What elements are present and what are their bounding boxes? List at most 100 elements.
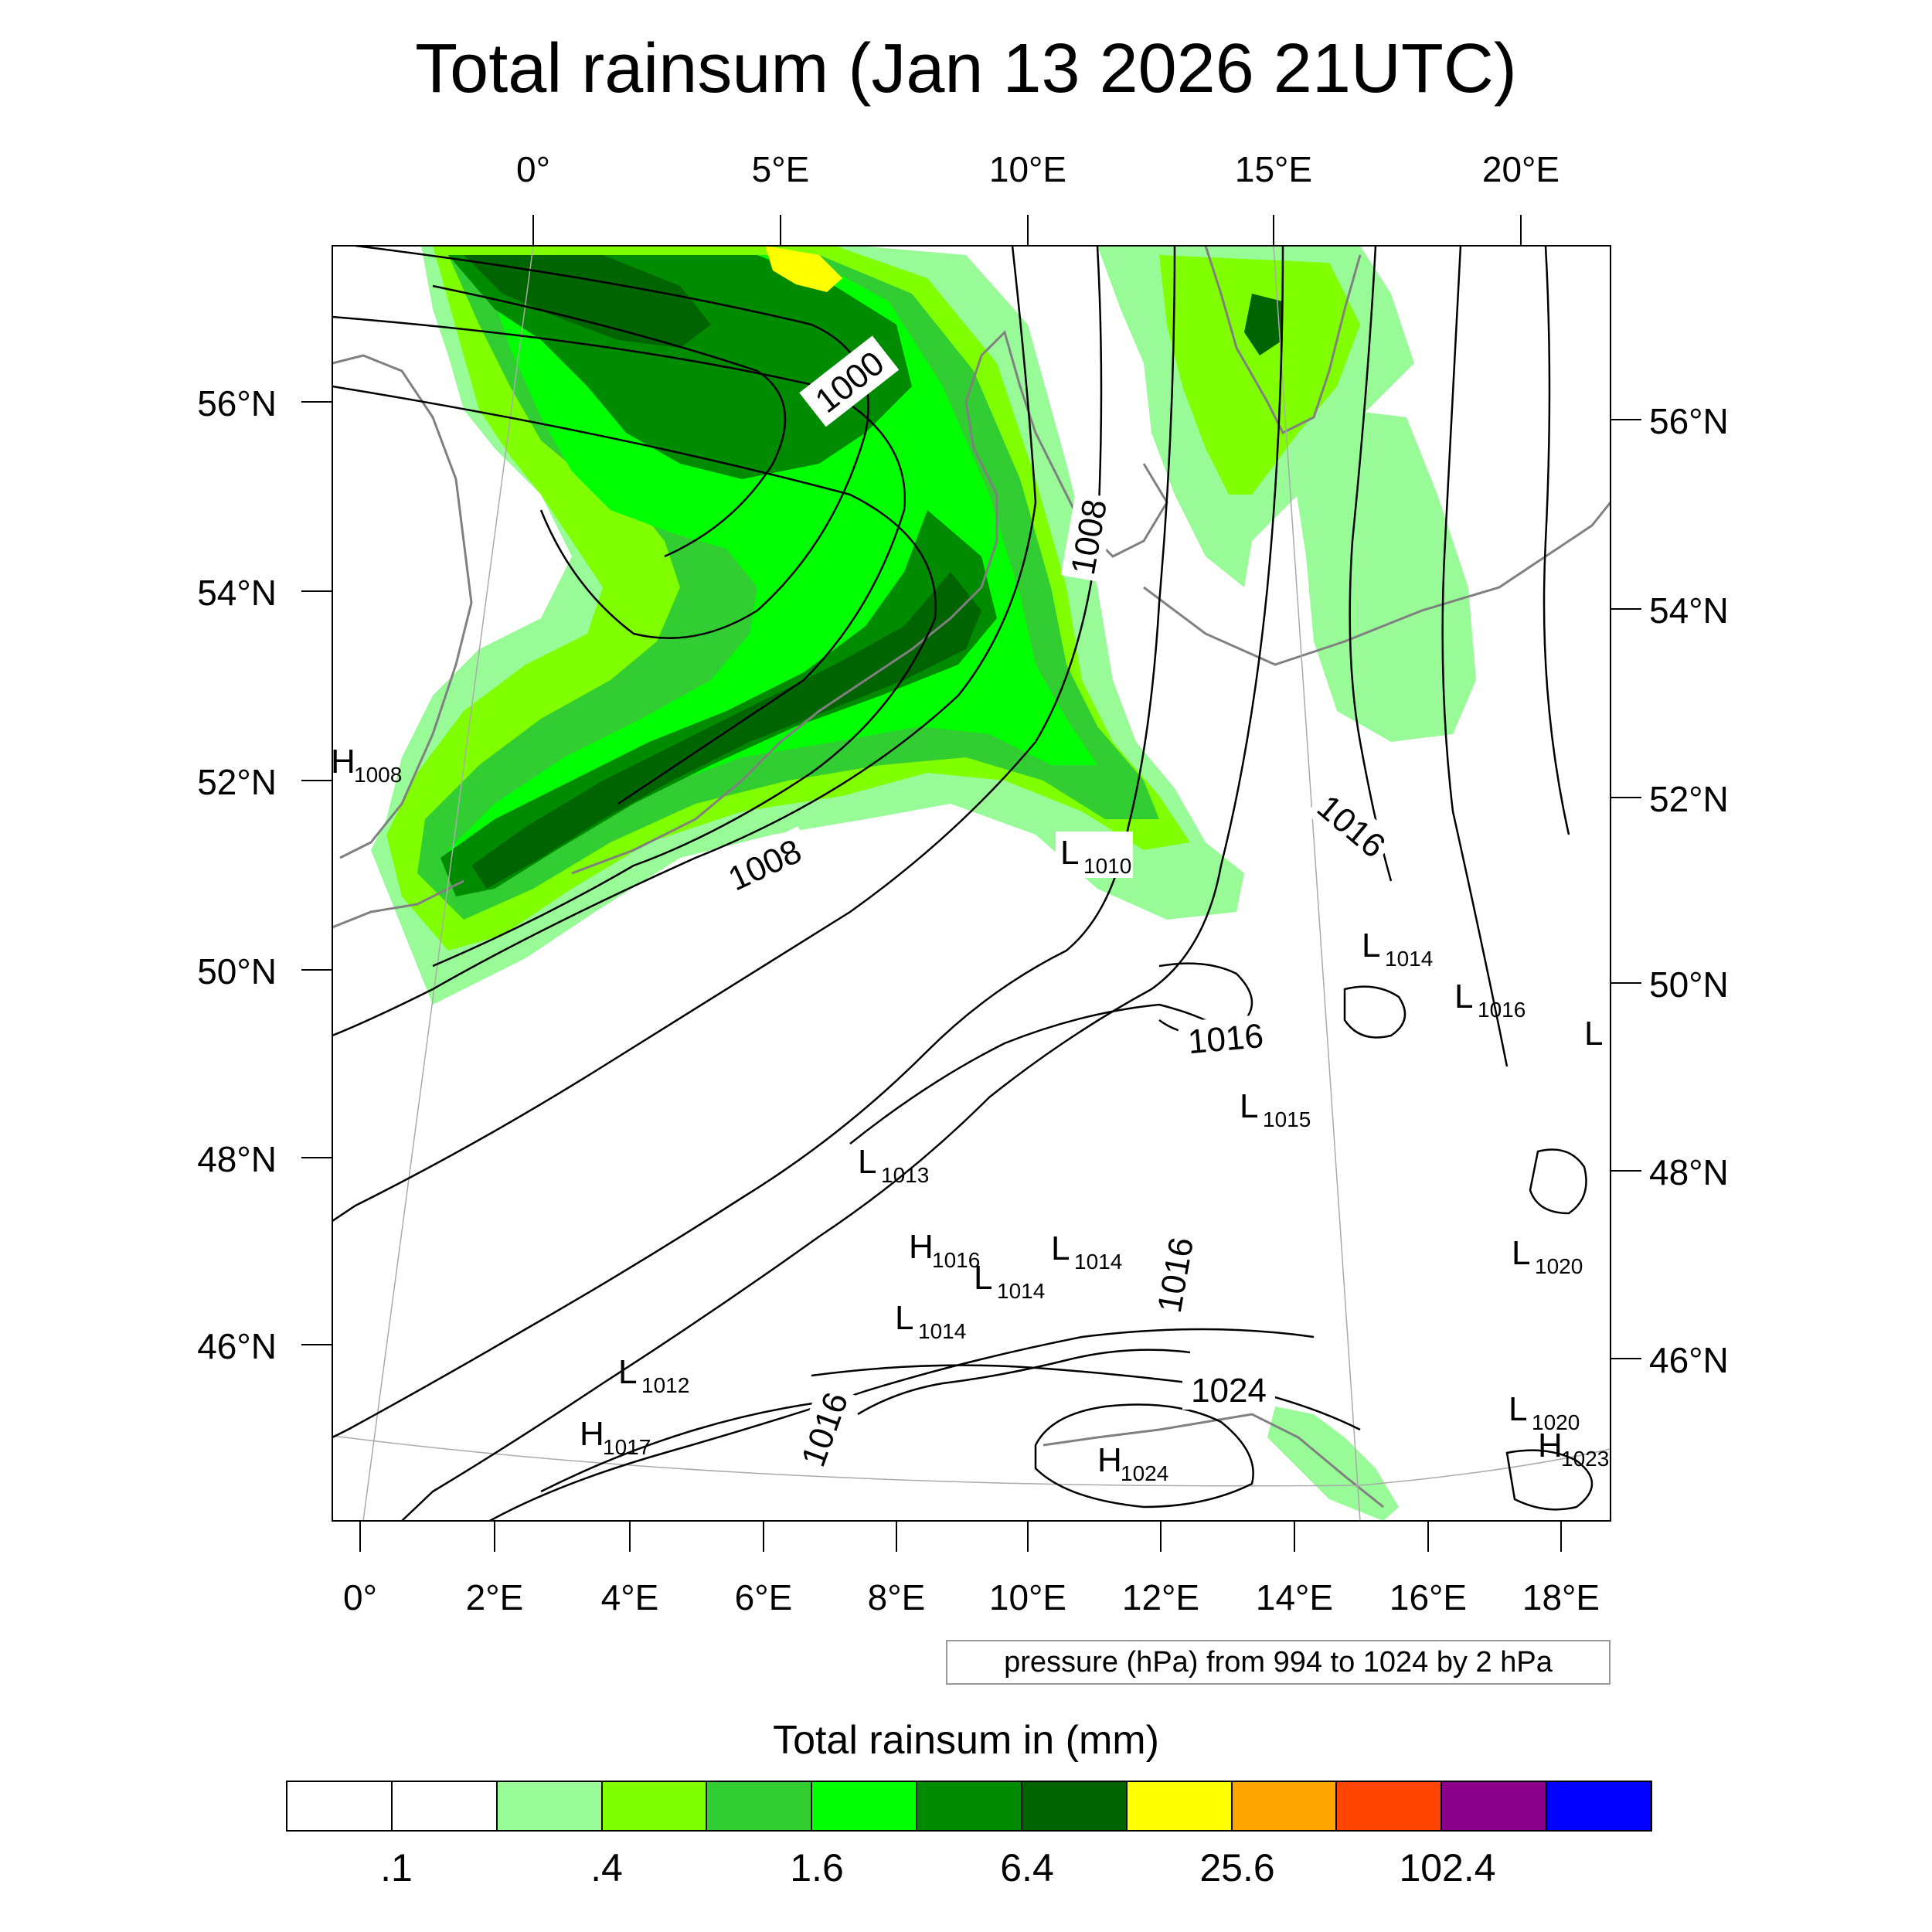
isobar-1002	[332, 315, 906, 805]
isobar-1020-ring	[1529, 1148, 1587, 1215]
legend-swatch	[1232, 1782, 1338, 1830]
svg-text:L: L	[1060, 834, 1079, 872]
rain-area-darkest	[464, 255, 711, 348]
coastline-britain-east	[332, 354, 473, 859]
legend-title: Total rainsum in (mm)	[773, 1718, 1159, 1763]
right-lat-label: 48°N	[1649, 1152, 1729, 1192]
svg-text:1010: 1010	[1083, 854, 1131, 878]
rain-field	[371, 246, 1476, 1521]
legend-swatch	[917, 1782, 1022, 1830]
svg-text:H: H	[1538, 1427, 1563, 1464]
top-lon-label: 10°E	[988, 149, 1067, 189]
center-l1014-d: L 1014	[895, 1299, 966, 1343]
svg-text:H: H	[580, 1415, 604, 1453]
svg-text:1016: 1016	[1478, 998, 1526, 1022]
isobar-label-1016-alps: 1016	[1147, 1229, 1202, 1321]
svg-text:L: L	[1454, 978, 1473, 1015]
svg-text:L: L	[1051, 1230, 1070, 1267]
svg-text:1023: 1023	[1561, 1447, 1609, 1471]
bottom-lon-label: 18°E	[1522, 1577, 1600, 1617]
legend-swatch	[812, 1782, 918, 1830]
isobar-1020-east	[1543, 246, 1570, 835]
legend-swatch	[392, 1782, 498, 1830]
svg-text:L: L	[1362, 927, 1380, 964]
legend-swatch	[602, 1782, 708, 1830]
legend-swatch	[1127, 1782, 1233, 1830]
svg-text:L: L	[974, 1259, 992, 1297]
svg-text:1024: 1024	[1121, 1461, 1168, 1485]
center-l1020-b: L 1020	[1509, 1390, 1580, 1434]
left-lat-label: 46°N	[197, 1326, 277, 1366]
svg-text:L: L	[618, 1353, 637, 1391]
svg-text:L: L	[895, 1299, 913, 1337]
isobar-1000	[355, 246, 869, 639]
isobar-1020	[1441, 246, 1509, 1067]
bottom-lon-label: 16°E	[1389, 1577, 1468, 1617]
legend-label: 25.6	[1199, 1846, 1275, 1889]
isobar-1024-lobe	[1034, 1403, 1254, 1509]
parallel-south	[332, 1435, 1611, 1487]
isobar-1016-alps	[488, 1328, 1315, 1521]
svg-text:L: L	[1509, 1390, 1527, 1428]
isobar-label-1024: 1024	[1182, 1368, 1275, 1410]
left-lat-label: 54°N	[197, 573, 277, 613]
left-lat-label: 48°N	[197, 1139, 277, 1179]
isobar-label-1016-west: 1016	[790, 1382, 858, 1476]
svg-text:1008: 1008	[354, 763, 402, 787]
isobar-labels: 1000 1008 1008 1016 1016 1016	[713, 335, 1398, 1476]
svg-text:L: L	[1512, 1234, 1530, 1272]
coastline-netherlands	[571, 540, 998, 875]
right-lat-label: 54°N	[1649, 590, 1729, 631]
isobar-south-1	[540, 1397, 851, 1493]
right-lat-label: 52°N	[1649, 779, 1729, 819]
top-lon-label: 15°E	[1234, 149, 1313, 189]
isobar-1016	[401, 246, 1284, 1521]
isobar-1008	[332, 246, 1037, 1037]
tick-marks	[301, 215, 1641, 1552]
svg-text:H: H	[331, 743, 355, 781]
rain-area-darkest-east	[1244, 294, 1283, 355]
svg-text:1016: 1016	[932, 1248, 980, 1272]
center-l1012: L 1012	[618, 1353, 689, 1397]
legend-label: 102.4	[1399, 1846, 1496, 1889]
right-lat-label: 50°N	[1649, 964, 1729, 1005]
legend-swatch	[1442, 1782, 1548, 1830]
svg-text:1014: 1014	[997, 1279, 1045, 1303]
plot-frame	[332, 245, 1611, 1522]
isobar-998	[432, 284, 787, 558]
rain-area-heavy	[765, 246, 842, 292]
coastline-baltic-south	[1143, 502, 1611, 666]
isobar-1016-east	[1349, 246, 1393, 882]
center-l1015: L 1015	[1240, 1087, 1311, 1131]
center-l1016: L 1016	[1454, 978, 1526, 1022]
meridian-0	[362, 246, 534, 1521]
center-l-edge: L	[1584, 1015, 1603, 1053]
legend-swatch	[1022, 1782, 1128, 1830]
graticule	[332, 246, 1611, 1521]
svg-text:1024: 1024	[1191, 1372, 1267, 1410]
svg-text:1016: 1016	[1151, 1234, 1201, 1315]
svg-text:L: L	[858, 1143, 876, 1181]
svg-text:L: L	[1584, 1015, 1603, 1053]
top-lon-label: 5°E	[751, 149, 810, 189]
left-lat-label: 52°N	[197, 762, 277, 802]
center-l1014-b: L 1014	[1051, 1230, 1122, 1274]
center-l1020-a: L 1020	[1512, 1234, 1583, 1278]
right-lat-label: 46°N	[1649, 1340, 1729, 1380]
coastline-france-north	[332, 879, 464, 929]
isobar-1004	[332, 385, 937, 968]
right-lat-label: 56°N	[1649, 401, 1729, 441]
svg-text:1014: 1014	[918, 1319, 966, 1343]
left-lat-label: 50°N	[197, 951, 277, 992]
isobar-1020-se	[1505, 1449, 1594, 1511]
legend-label: .1	[380, 1846, 413, 1889]
legend-colorbar	[286, 1781, 1652, 1832]
center-l1010: L 1010	[1056, 832, 1133, 878]
rain-area-light-southeast	[1283, 402, 1476, 742]
isobar-label-1016-central: 1016	[1177, 1013, 1274, 1063]
bottom-lon-label: 0°	[343, 1577, 377, 1617]
